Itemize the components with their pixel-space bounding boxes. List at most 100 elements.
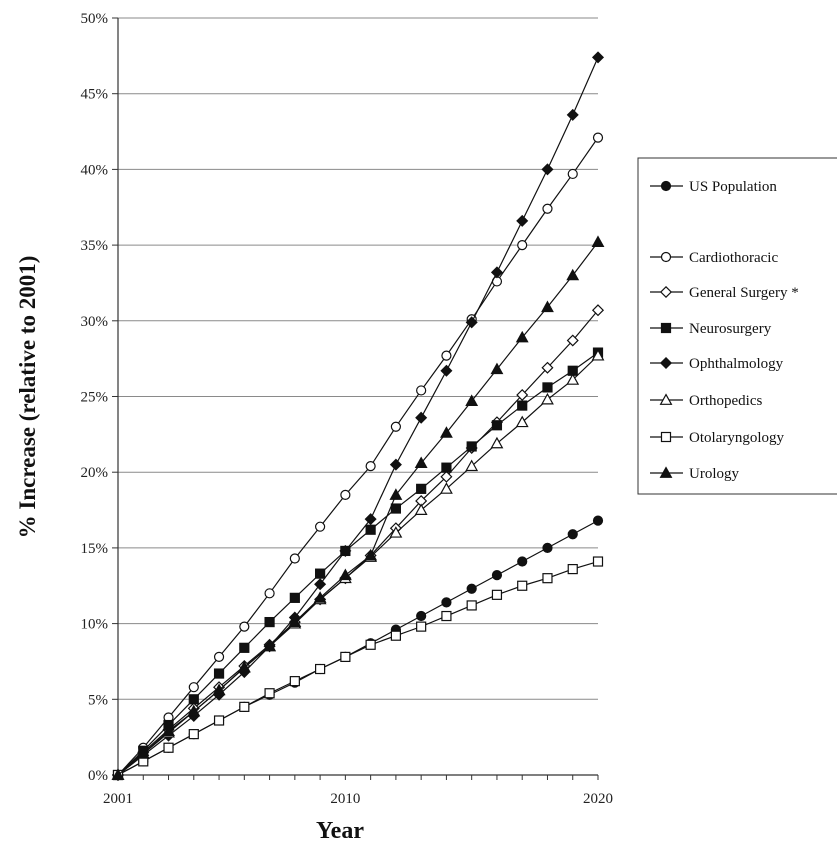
tick-labels: 0% 5% 10% 15% 20% 25% 30% 35% 40% 45% 50% 2001 2010 2…	[81, 11, 614, 807]
data-point	[659, 466, 673, 478]
data-point	[289, 592, 300, 603]
data-point	[213, 715, 225, 726]
series-line	[117, 241, 599, 776]
grid	[118, 17, 598, 700]
data-point	[515, 330, 529, 343]
data-point	[491, 570, 503, 581]
data-point	[390, 503, 401, 514]
data-point	[592, 132, 604, 143]
data-point	[416, 610, 427, 622]
data-point	[542, 382, 553, 393]
data-point	[315, 521, 326, 532]
data-point	[264, 588, 275, 599]
legend-item: Urology	[650, 466, 739, 482]
data-point	[264, 616, 275, 628]
data-point	[188, 729, 199, 740]
legend-item: Neurosurgery	[650, 321, 772, 337]
data-point	[659, 393, 673, 405]
data-point	[416, 385, 427, 396]
data-point	[213, 668, 225, 679]
data-point	[567, 168, 578, 180]
data-point	[591, 304, 605, 317]
data-point	[338, 568, 352, 581]
y-tick-label: 15%	[81, 541, 109, 557]
y-tick-label: 30%	[81, 314, 109, 330]
data-point	[440, 426, 453, 438]
data-point	[592, 556, 604, 567]
y-tick-label: 35%	[81, 238, 109, 254]
data-point	[441, 610, 452, 622]
data-point	[516, 214, 529, 227]
data-point	[491, 420, 503, 431]
data-point	[389, 458, 402, 471]
data-point	[315, 663, 326, 675]
data-point	[239, 621, 250, 632]
data-point	[542, 573, 553, 584]
series-urology	[111, 235, 605, 780]
data-point	[364, 548, 378, 561]
data-point	[390, 630, 401, 641]
data-point	[592, 515, 604, 526]
data-point	[591, 51, 605, 64]
data-point	[136, 747, 150, 759]
data-point	[466, 600, 477, 611]
data-point	[440, 470, 453, 483]
x-tick-label: 2010	[330, 791, 360, 807]
data-point	[188, 694, 199, 705]
x-axis-title: Year	[316, 818, 364, 842]
data-point	[390, 421, 401, 432]
series-us-population	[112, 515, 604, 781]
data-point	[415, 411, 428, 424]
data-point	[315, 568, 326, 579]
legend-item: General Surgery *	[650, 285, 799, 301]
data-point	[542, 203, 553, 214]
data-point	[441, 462, 452, 473]
data-point	[490, 362, 504, 375]
series-line	[117, 560, 599, 776]
legend-label: Urology	[689, 466, 739, 482]
data-point	[365, 461, 376, 472]
y-tick-label: 0%	[88, 768, 108, 784]
legend-label: US Population	[689, 179, 777, 195]
legend-label: Otolaryngology	[689, 430, 784, 446]
data-point	[660, 431, 672, 443]
data-point	[516, 388, 529, 402]
series-general-surgery	[111, 304, 605, 782]
data-point	[340, 489, 351, 501]
y-axis-title: % Increase (relative to 2001)	[15, 256, 40, 539]
legend-label: General Surgery *	[689, 285, 799, 301]
data-point	[659, 356, 673, 370]
data-point	[566, 108, 579, 121]
legend-label: Ophthalmology	[689, 356, 784, 372]
data-point	[659, 285, 673, 299]
data-point	[517, 556, 528, 567]
data-point	[162, 724, 175, 737]
data-point	[567, 529, 578, 540]
data-point	[365, 639, 376, 650]
data-point	[213, 651, 225, 663]
data-point	[465, 459, 479, 472]
data-point	[515, 415, 529, 428]
data-point	[567, 563, 578, 575]
legend-item: Otolaryngology	[650, 430, 784, 446]
series-layer	[111, 51, 605, 782]
legend: US Population Cardiothoracic General Surge…	[637, 157, 837, 495]
data-point	[660, 180, 672, 192]
data-point	[163, 742, 174, 753]
data-point	[441, 350, 452, 361]
data-point	[490, 266, 503, 279]
legend-item: Orthopedics	[650, 393, 762, 409]
data-point	[517, 580, 528, 591]
data-point	[416, 483, 427, 494]
data-point	[465, 394, 479, 406]
data-point	[289, 676, 300, 687]
data-point	[239, 642, 250, 653]
data-point	[660, 322, 672, 334]
data-point	[566, 334, 579, 347]
data-point	[517, 400, 528, 411]
y-tick-label: 20%	[81, 465, 109, 481]
data-point	[490, 436, 504, 449]
legend-label: Orthopedics	[689, 393, 762, 409]
data-point	[466, 441, 477, 452]
